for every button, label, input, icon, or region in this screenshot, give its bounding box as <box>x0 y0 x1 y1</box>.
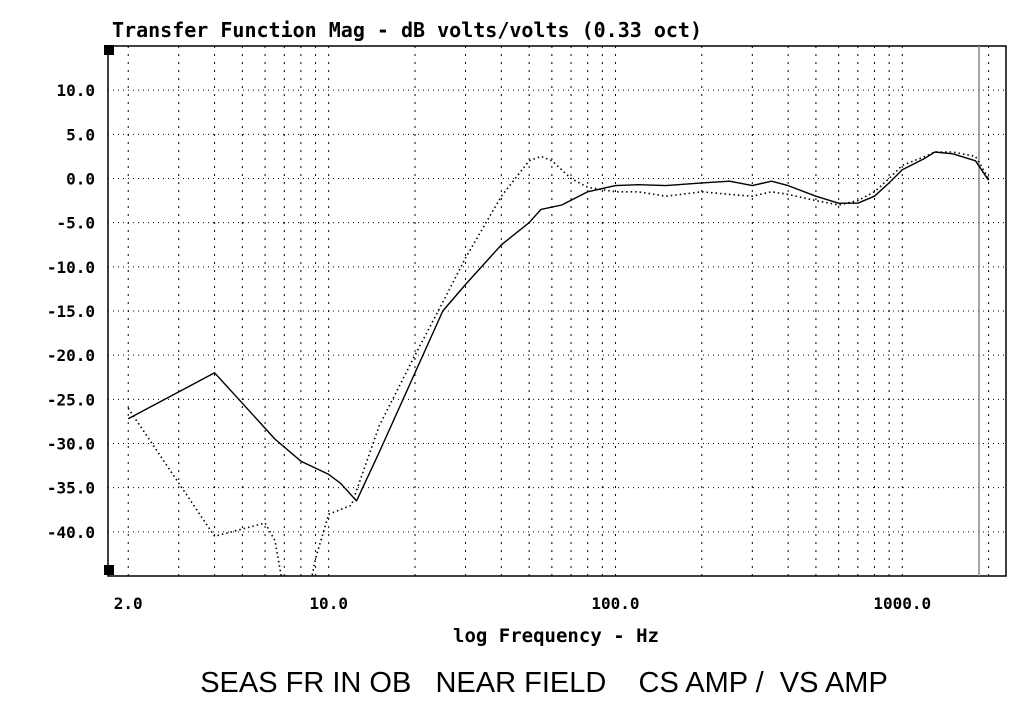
series-group <box>127 151 990 576</box>
x-tick-label: 1000.0 <box>873 594 931 613</box>
y-tick-label: -20.0 <box>47 346 95 365</box>
y-tick-label: -10.0 <box>47 258 95 277</box>
grid <box>108 46 1006 576</box>
bottom-marker <box>104 565 114 575</box>
y-tick-label: -5.0 <box>56 214 95 233</box>
chart-title: Transfer Function Mag - dB volts/volts (… <box>112 18 702 42</box>
y-tick-label: -40.0 <box>47 523 95 542</box>
x-axis-label: log Frequency - Hz <box>453 625 659 647</box>
y-tick-label: 10.0 <box>56 81 95 100</box>
chart-caption: SEAS FR IN OB NEAR FIELD CS AMP / VS AMP <box>200 667 888 699</box>
y-tick-label: -25.0 <box>47 390 95 409</box>
x-tick-label: 100.0 <box>591 594 639 613</box>
y-tick-label: 5.0 <box>66 125 95 144</box>
solid-series-line <box>127 151 990 502</box>
y-tick-label: 0.0 <box>66 170 95 189</box>
plot-frame <box>107 45 1007 577</box>
x-tick-label: 10.0 <box>309 594 348 613</box>
dotted-series-line <box>127 151 990 576</box>
y-tick-label: -35.0 <box>47 479 95 498</box>
x-tick-labels: 2.0 10.0 100.0 1000.0 <box>114 594 931 613</box>
y-tick-label: -15.0 <box>47 302 95 321</box>
top-marker <box>104 45 114 55</box>
x-tick-label: 2.0 <box>114 594 143 613</box>
y-tick-label: -30.0 <box>47 435 95 454</box>
y-tick-labels: 10.0 5.0 0.0 -5.0 -10.0 -15.0 -20.0 -25.0 -30.0 -… <box>47 81 95 542</box>
